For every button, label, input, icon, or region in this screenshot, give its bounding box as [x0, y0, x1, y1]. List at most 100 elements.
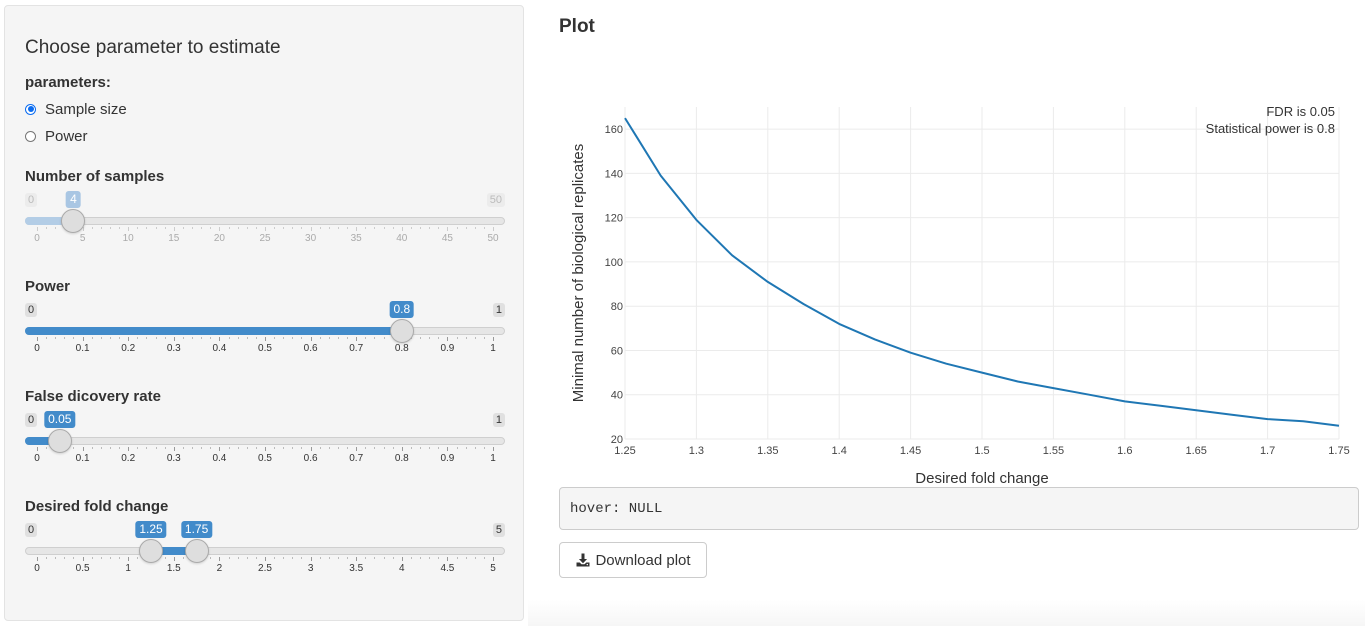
slider-minor-tick — [91, 337, 93, 339]
slider-max-label: 1 — [492, 413, 505, 427]
slider-minor-tick — [347, 557, 349, 559]
download-plot-button[interactable]: Download plot — [559, 542, 707, 578]
slider-minor-tick — [392, 557, 394, 559]
slider-tick — [219, 337, 221, 341]
slider-tick-label: 4 — [399, 563, 405, 574]
slider-minor-tick — [119, 557, 121, 559]
y-tick-label: 160 — [605, 124, 623, 136]
slider-fill — [25, 217, 74, 225]
slider-track[interactable] — [25, 437, 505, 445]
slider-tick-label: 0.3 — [166, 343, 181, 354]
slider-minor-tick — [374, 447, 376, 449]
radio-sample-size-label: Sample size — [45, 100, 127, 118]
slider-minor-tick — [164, 447, 166, 449]
slider-minor-tick — [383, 557, 385, 559]
x-tick-label: 1.55 — [1043, 445, 1064, 457]
slider-minor-tick — [55, 337, 57, 339]
slider-tick — [219, 557, 221, 561]
radio-sample-size[interactable]: Sample size — [25, 99, 127, 119]
y-tick-label: 140 — [605, 168, 623, 180]
slider-handle[interactable] — [184, 539, 209, 563]
slider-tick-label: 0.5 — [75, 563, 90, 574]
slider-minor-tick — [429, 227, 431, 229]
slider-minor-tick — [192, 447, 194, 449]
slider-minor-tick — [420, 447, 422, 449]
radio-power-circle[interactable] — [25, 130, 36, 142]
slider-ticks: 0 0.1 0.2 0.3 0.4 0.5 0.6 0.7 0.8 0.9 1 — [25, 447, 505, 477]
slider-minor-tick — [410, 447, 412, 449]
slider-minor-tick — [255, 337, 257, 339]
false-discovery-rate-slider[interactable]: 0 1 0.05 0 0.1 0.2 0.3 0.4 0.5 0.6 0.7 0.8 0.9 1 — [25, 411, 505, 477]
radio-power[interactable]: Power — [25, 126, 88, 146]
slider-tick — [173, 447, 175, 451]
slider-min-label: 0 — [25, 193, 38, 207]
slider-minor-tick — [201, 227, 203, 229]
slider-minor-tick — [456, 447, 458, 449]
slider-tick-label: 1 — [490, 343, 496, 354]
slider-handle[interactable] — [61, 209, 86, 233]
slider-tick — [447, 227, 449, 231]
series-line[interactable] — [624, 117, 1340, 427]
slider-minor-tick — [246, 337, 248, 339]
number-of-samples-slider[interactable]: 0 50 4 0 5 10 15 20 25 30 35 40 45 50 — [25, 191, 505, 257]
slider-minor-tick — [201, 337, 203, 339]
slider-handle[interactable] — [389, 319, 414, 343]
slider-minor-tick — [465, 337, 467, 339]
slider-minor-tick — [456, 557, 458, 559]
slider-minor-tick — [365, 557, 367, 559]
page-footer-strip — [528, 600, 1365, 626]
slider-tick-label: 0.8 — [394, 453, 409, 464]
x-tick-label: 1.7 — [1260, 445, 1275, 457]
slider-minor-tick — [274, 227, 276, 229]
slider-tick-label: 25 — [259, 233, 271, 244]
slider-tick-label: 2 — [216, 563, 223, 574]
slider-minor-tick — [438, 557, 440, 559]
slider-minor-tick — [91, 557, 93, 559]
radio-power-label: Power — [45, 127, 88, 145]
slider-ticks: 0 0.5 1 1.5 2 2.5 3 3.5 4 4.5 5 — [25, 557, 505, 587]
slider-tick-label: 0.1 — [75, 343, 90, 354]
slider-minor-tick — [109, 337, 111, 339]
slider-minor-tick — [365, 227, 367, 229]
slider-minor-tick — [283, 227, 285, 229]
slider-max-label: 1 — [492, 303, 505, 317]
slider-minor-tick — [182, 227, 184, 229]
radio-sample-size-circle[interactable] — [25, 103, 36, 115]
slider-tick-label: 0.6 — [303, 453, 318, 464]
slider-minor-tick — [246, 227, 248, 229]
fold-change-range-slider[interactable]: 0 5 1.25 1.75 0 0.5 1 1.5 2 2.5 3 3.5 4 4.5 5 — [25, 521, 505, 587]
slider-minor-tick — [246, 557, 248, 559]
hover-output: hover: NULL — [559, 487, 1359, 530]
slider-tick-label: 1 — [490, 453, 496, 464]
slider-tick — [493, 227, 494, 231]
slider-minor-tick — [119, 227, 121, 229]
slider-handle[interactable] — [139, 539, 163, 563]
slider-minor-tick — [55, 557, 57, 559]
slider-minor-tick — [192, 337, 194, 339]
slider-track[interactable] — [25, 217, 505, 225]
slider-tick-label: 15 — [168, 233, 180, 244]
slider-handle[interactable] — [47, 429, 72, 453]
slider-track[interactable] — [25, 547, 505, 555]
fold-change-plot[interactable]: 1.25 1.3 1.35 1.4 1.45 1.5 1.55 1.6 1.65 1.7 1.75 2… — [559, 95, 1359, 490]
slider-minor-tick — [46, 337, 48, 339]
slider-tick — [356, 557, 358, 561]
slider-min-label: 0 — [25, 413, 38, 427]
slider-tick-label: 0.5 — [258, 343, 272, 354]
slider-value-label: 0.05 — [44, 411, 76, 428]
slider-minor-tick — [301, 447, 303, 449]
y-tick-label: 80 — [611, 301, 623, 313]
slider-minor-tick — [465, 447, 467, 449]
slider-tick — [265, 227, 266, 231]
slider-minor-tick — [64, 557, 66, 559]
slider-minor-tick — [228, 447, 230, 449]
slider-minor-tick — [182, 557, 184, 559]
power-slider[interactable]: 0 1 0.8 0 0.1 0.2 0.3 0.4 0.5 0.6 0.7 0.8 0.9 1 — [25, 301, 505, 367]
x-tick-label: 1.75 — [1328, 445, 1349, 457]
slider-tick-label: 0.9 — [440, 453, 455, 464]
slider-tick-label: 0 — [34, 233, 40, 244]
slider-minor-tick — [109, 227, 111, 229]
slider-minor-tick — [465, 557, 467, 559]
slider-tick-label: 0 — [34, 453, 40, 464]
slider-tick — [173, 227, 175, 231]
